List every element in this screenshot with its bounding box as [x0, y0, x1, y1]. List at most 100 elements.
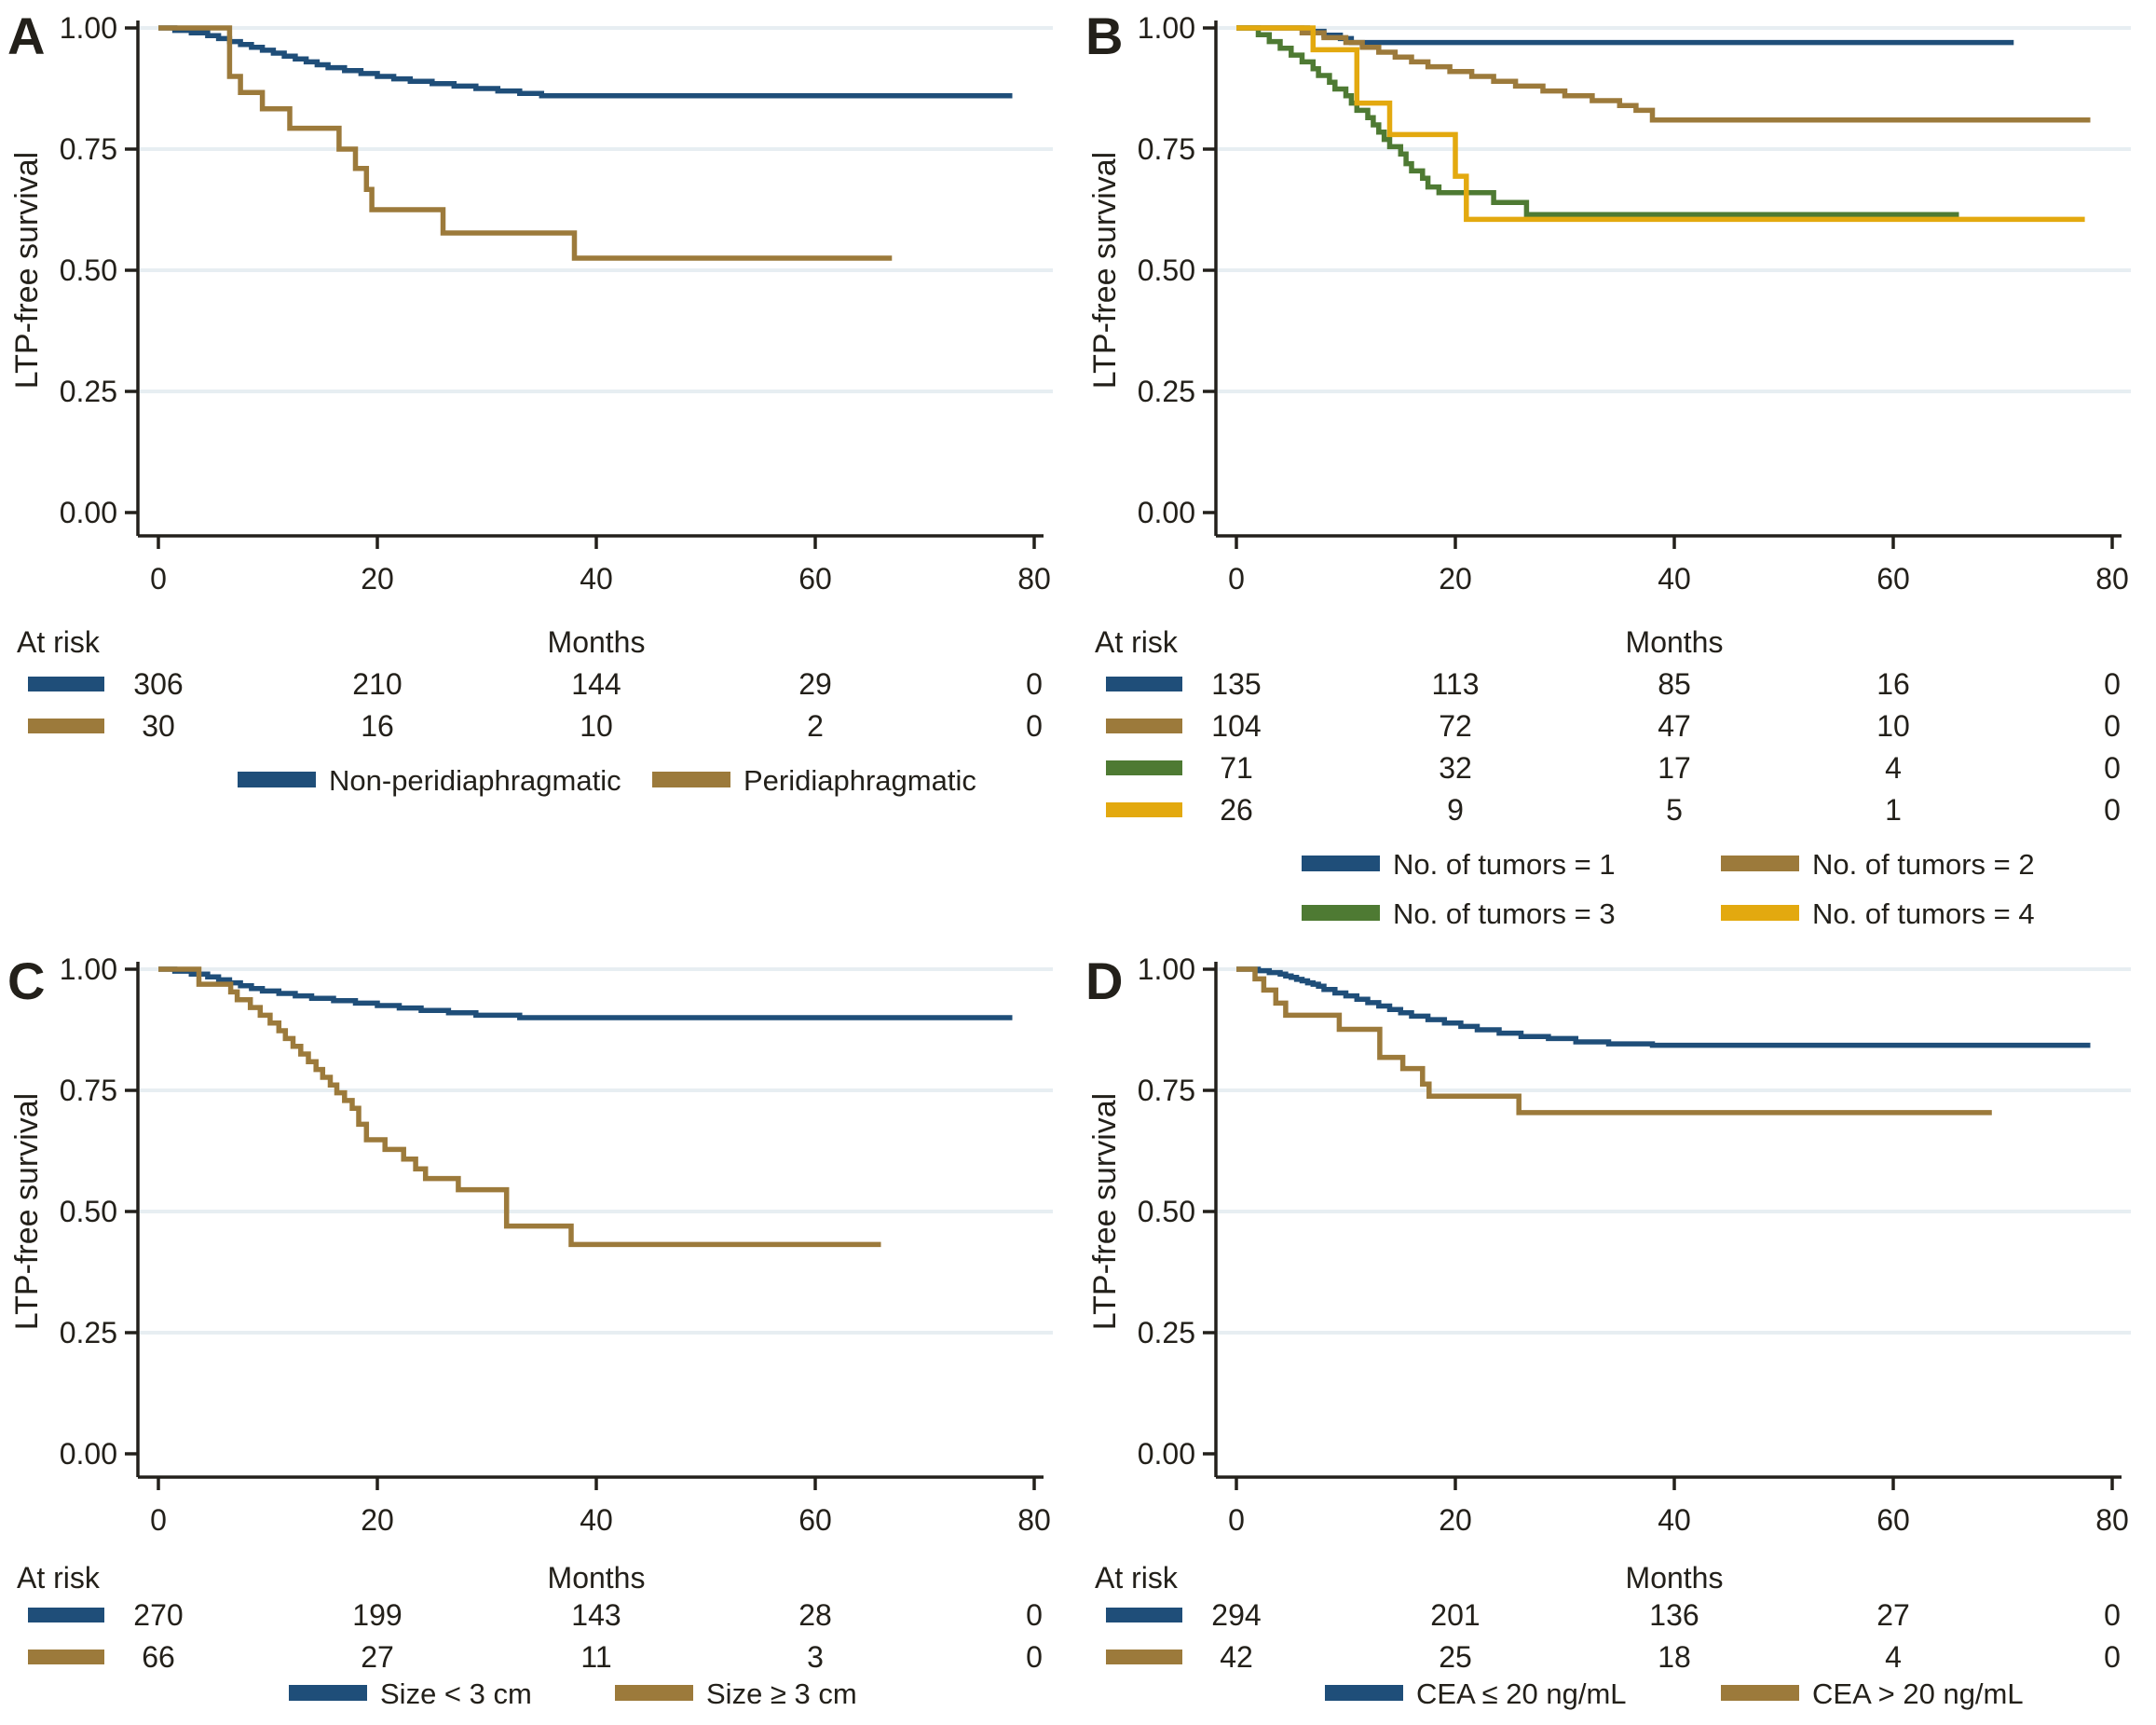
at-risk-count: 16: [1876, 667, 1910, 701]
at-risk-count: 294: [1211, 1598, 1261, 1632]
at-risk-count: 0: [1026, 1640, 1043, 1674]
x-axis-title: Months: [1626, 1561, 1724, 1595]
x-tick-label: 20: [1439, 562, 1472, 596]
legend-swatch-blue: [238, 772, 316, 787]
at-risk-count: 0: [2104, 793, 2121, 827]
y-tick-label: 0.75: [1138, 132, 1195, 166]
at-risk-count: 0: [2104, 709, 2121, 743]
at-risk-count: 201: [1430, 1598, 1480, 1632]
x-tick-label: 80: [1017, 562, 1051, 596]
y-axis-title: LTP-free survival: [9, 1093, 45, 1330]
x-tick-label: 80: [2095, 1503, 2129, 1537]
y-tick-label: 0.50: [1138, 1195, 1195, 1228]
legend-label: CEA > 20 ng/mL: [1812, 1677, 2024, 1710]
at-risk-label: At risk: [1095, 625, 1179, 659]
x-tick-label: 80: [1017, 1503, 1051, 1537]
km-curve-green: [1236, 25, 1959, 217]
x-tick-label: 0: [1228, 562, 1245, 596]
x-tick-label: 20: [1439, 1503, 1472, 1537]
panel-letter: D: [1085, 951, 1123, 1010]
at-risk-count: 25: [1439, 1640, 1472, 1674]
y-axis-title: LTP-free survival: [1087, 1093, 1123, 1330]
legend-label: No. of tumors = 4: [1812, 897, 2035, 930]
at-risk-count: 306: [133, 667, 183, 701]
x-tick-label: 60: [1876, 562, 1910, 596]
y-axis-title: LTP-free survival: [1087, 152, 1123, 389]
x-tick-label: 0: [150, 1503, 167, 1537]
at-risk-count: 10: [1876, 709, 1910, 743]
legend-swatch-brown: [615, 1685, 693, 1701]
y-tick-label: 1.00: [60, 952, 117, 986]
legend-label: No. of tumors = 2: [1812, 848, 2035, 881]
km-curve-brown: [158, 966, 881, 1248]
y-tick-label: 0.00: [1138, 1437, 1195, 1471]
x-tick-label: 0: [1228, 1503, 1245, 1537]
y-tick-label: 0.75: [60, 1074, 117, 1107]
at-risk-count: 47: [1658, 709, 1691, 743]
at-risk-count: 11: [580, 1640, 611, 1674]
x-tick-label: 20: [361, 1503, 394, 1537]
x-tick-label: 40: [580, 1503, 613, 1537]
at-risk-swatch-brown: [1106, 719, 1182, 733]
km-curve-brown: [158, 25, 893, 261]
panel-a: 1.00 0.75 0.50 0.25 0.00 0 20 40 60 80 LTP-free su…: [0, 0, 1078, 932]
at-risk-count: 199: [352, 1598, 402, 1632]
x-tick-label: 40: [1658, 562, 1691, 596]
at-risk-swatch-brown: [28, 1650, 104, 1664]
y-tick-label: 1.00: [1138, 11, 1195, 45]
at-risk-count: 143: [571, 1598, 621, 1632]
km-curve-blue: [1236, 966, 2091, 1048]
legend-swatch-brown: [1721, 1685, 1799, 1701]
panel-b: 1.00 0.75 0.50 0.25 0.00 0 20 40 60 80 LTP-free su…: [1078, 0, 2156, 932]
at-risk-count: 270: [133, 1598, 183, 1632]
at-risk-count: 30: [142, 709, 175, 743]
panel-c: 1.00 0.75 0.50 0.25 0.00 0 20 40 60 80 LTP-free su…: [0, 932, 1078, 1725]
at-risk-count: 27: [1876, 1598, 1910, 1632]
at-risk-count: 85: [1658, 667, 1691, 701]
y-tick-label: 0.50: [1138, 253, 1195, 287]
legend-label: No. of tumors = 1: [1393, 848, 1616, 881]
legend-swatch-brown: [652, 772, 730, 787]
at-risk-count: 10: [580, 709, 613, 743]
at-risk-count: 0: [2104, 751, 2121, 785]
legend-swatch-yellow: [1721, 905, 1799, 921]
y-tick-label: 0.75: [1138, 1074, 1195, 1107]
at-risk-count: 28: [798, 1598, 832, 1632]
at-risk-count: 0: [2104, 1598, 2121, 1632]
x-tick-label: 60: [1876, 1503, 1910, 1537]
at-risk-count: 72: [1439, 709, 1472, 743]
at-risk-label: At risk: [17, 1561, 101, 1595]
x-tick-label: 80: [2095, 562, 2129, 596]
at-risk-count: 4: [1885, 751, 1902, 785]
at-risk-count: 2: [807, 709, 824, 743]
y-tick-label: 0.50: [60, 1195, 117, 1228]
at-risk-count: 27: [361, 1640, 394, 1674]
x-axis-title: Months: [548, 1561, 646, 1595]
at-risk-count: 71: [1220, 751, 1253, 785]
y-tick-label: 0.25: [1138, 375, 1195, 408]
panel-letter: A: [7, 7, 45, 65]
at-risk-count: 0: [1026, 1598, 1043, 1632]
at-risk-count: 104: [1211, 709, 1261, 743]
legend-label: Peridiaphragmatic: [744, 764, 976, 797]
at-risk-count: 1: [1885, 793, 1902, 827]
y-tick-label: 0.25: [60, 1316, 117, 1349]
y-tick-label: 0.25: [1138, 1316, 1195, 1349]
x-tick-label: 0: [150, 562, 167, 596]
y-tick-label: 0.00: [60, 1437, 117, 1471]
panel-letter: C: [7, 951, 45, 1010]
y-tick-label: 0.25: [60, 375, 117, 408]
x-axis-title: Months: [548, 625, 646, 659]
at-risk-label: At risk: [17, 625, 101, 659]
at-risk-count: 3: [807, 1640, 824, 1674]
at-risk-count: 26: [1220, 793, 1253, 827]
at-risk-count: 42: [1220, 1640, 1253, 1674]
y-tick-label: 0.00: [60, 496, 117, 529]
km-curve-blue: [158, 25, 1013, 99]
at-risk-count: 136: [1649, 1598, 1699, 1632]
legend-swatch-brown: [1721, 856, 1799, 871]
